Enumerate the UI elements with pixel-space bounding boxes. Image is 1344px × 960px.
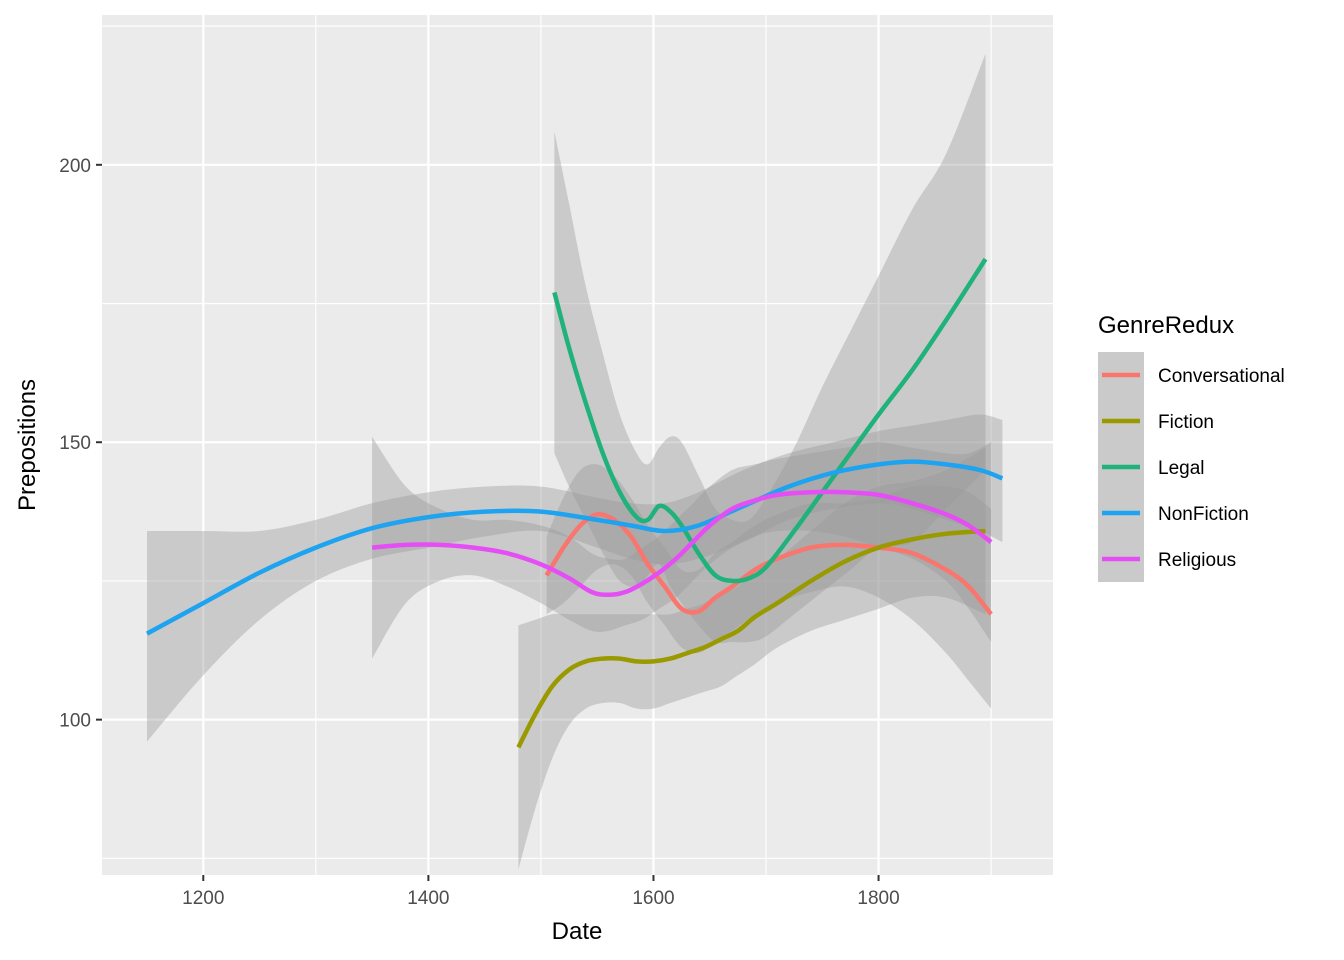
line-nonfiction <box>145 459 1004 636</box>
x-tick-label: 1400 <box>407 888 449 909</box>
legend-label-fiction: Fiction <box>1158 412 1214 433</box>
line-legal <box>552 257 988 584</box>
band-nonfiction <box>147 414 1003 742</box>
legend: GenreRedux Conversational Fiction Legal Non… <box>1098 312 1285 582</box>
x-tick-label: 1200 <box>182 888 224 909</box>
legend-label-nonfiction: NonFiction <box>1158 504 1249 525</box>
x-tick-label: 1800 <box>857 888 899 909</box>
legend-label-conversational: Conversational <box>1158 366 1285 387</box>
y-tick-label: 200 <box>59 156 91 177</box>
legend-keys: Conversational Fiction Legal NonFiction Reli… <box>1098 352 1285 582</box>
axes: 1200 1400 1600 1800 100 150 200 <box>59 156 899 909</box>
series-lines <box>145 257 1004 749</box>
plot-panel <box>102 15 1053 875</box>
line-conversational <box>544 511 993 616</box>
line-fiction <box>516 528 986 749</box>
x-axis-title: Date <box>552 918 603 945</box>
major-gridlines <box>102 15 1053 875</box>
y-axis-title: Prepositions <box>14 379 41 511</box>
legend-label-religious: Religious <box>1158 550 1236 571</box>
x-tick-label: 1600 <box>632 888 674 909</box>
line-religious <box>371 489 993 598</box>
band-conversational <box>546 464 992 709</box>
legend-label-legal: Legal <box>1158 458 1205 479</box>
y-tick-label: 150 <box>59 433 91 454</box>
y-tick-label: 100 <box>59 711 91 732</box>
legend-title: GenreRedux <box>1098 312 1234 339</box>
